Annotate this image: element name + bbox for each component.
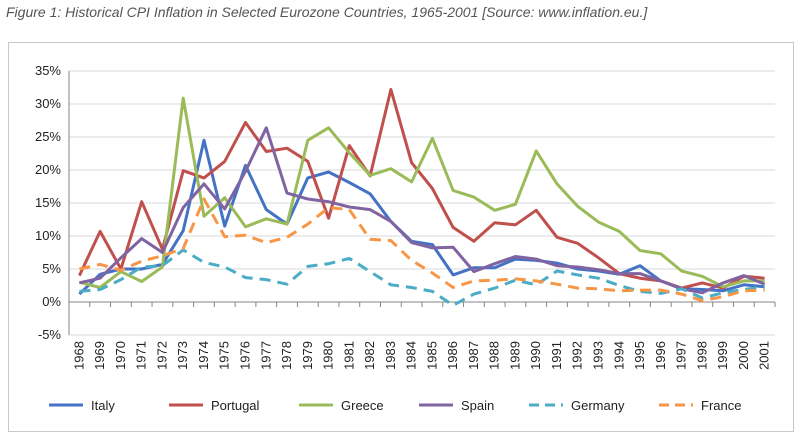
- y-tick-label: -5%: [38, 327, 62, 342]
- legend-label-germany: Germany: [571, 398, 625, 413]
- x-tick-label: 1969: [92, 341, 107, 370]
- y-tick-label: 25%: [35, 129, 61, 144]
- x-tick-label: 1968: [71, 341, 86, 370]
- series-line-france: [79, 197, 765, 303]
- legend-label-greece: Greece: [341, 398, 384, 413]
- series-lines: [78, 88, 766, 307]
- x-tick-label: 1976: [238, 341, 253, 370]
- x-tick-label: 1995: [632, 341, 647, 370]
- x-tick-label: 1991: [549, 341, 564, 370]
- x-tick-label: 1996: [653, 341, 668, 370]
- legend-label-portugal: Portugal: [211, 398, 260, 413]
- x-tick-label: 2000: [736, 341, 751, 370]
- x-tick-label: 1990: [528, 341, 543, 370]
- y-tick-label: 5%: [42, 261, 61, 276]
- series-line-portugal: [78, 88, 765, 290]
- series-line-germany: [79, 248, 765, 307]
- y-tick-label: 20%: [35, 162, 61, 177]
- y-tick-label: 10%: [35, 228, 61, 243]
- y-tick-label: 0%: [42, 294, 61, 309]
- y-tick-label: 35%: [35, 63, 61, 78]
- x-tick-label: 1972: [154, 341, 169, 370]
- cpi-line-chart: 35% 30% 25% 20% 15% 10% 5% 0% -5% 1968 1969 1970 197…: [35, 63, 776, 413]
- legend-label-italy: Italy: [91, 398, 115, 413]
- legend-label-spain: Spain: [461, 398, 494, 413]
- x-tick-label: 1988: [487, 341, 502, 370]
- x-tick-label: 1970: [113, 341, 128, 370]
- x-tick-label: 1992: [570, 341, 585, 370]
- x-tick-label: 1980: [321, 341, 336, 370]
- axes: 35% 30% 25% 20% 15% 10% 5% 0% -5% 1968 1969 1970 197…: [35, 63, 776, 370]
- x-tick-label: 1975: [217, 341, 232, 370]
- x-tick-label: 1998: [694, 341, 709, 370]
- series-line-italy: [78, 138, 765, 296]
- x-tick-label: 1989: [507, 341, 522, 370]
- x-tick-label: 1971: [134, 341, 149, 370]
- x-tick-label: 2001: [757, 341, 772, 370]
- x-tick-label: 1973: [175, 341, 190, 370]
- x-tick-label: 1974: [196, 341, 211, 370]
- x-tick-label: 1977: [258, 341, 273, 370]
- series-line-spain: [79, 126, 766, 295]
- x-tick-label: 1986: [445, 341, 460, 370]
- x-tick-label: 1983: [383, 341, 398, 370]
- x-tick-label: 1982: [362, 341, 377, 370]
- series-line-greece: [79, 96, 765, 289]
- y-tick-label: 15%: [35, 195, 61, 210]
- x-tick-label: 1997: [674, 341, 689, 370]
- y-tick-label: 30%: [35, 96, 61, 111]
- legend-label-france: France: [701, 398, 741, 413]
- chart-frame: 35% 30% 25% 20% 15% 10% 5% 0% -5% 1968 1969 1970 197…: [8, 42, 794, 432]
- x-tick-label: 1984: [404, 341, 419, 370]
- x-tick-label: 1979: [300, 341, 315, 370]
- x-tick-label: 1978: [279, 341, 294, 370]
- x-tick-label: 1999: [715, 341, 730, 370]
- legend: Italy Portugal Greece Spain Germany France: [49, 398, 741, 413]
- x-tick-label: 1985: [424, 341, 439, 370]
- x-tick-label: 1993: [591, 341, 606, 370]
- x-tick-label: 1994: [611, 341, 626, 370]
- x-tick-label: 1987: [466, 341, 481, 370]
- x-tick-label: 1981: [341, 341, 356, 370]
- figure-caption: Figure 1: Historical CPI Inflation in Se…: [6, 4, 648, 20]
